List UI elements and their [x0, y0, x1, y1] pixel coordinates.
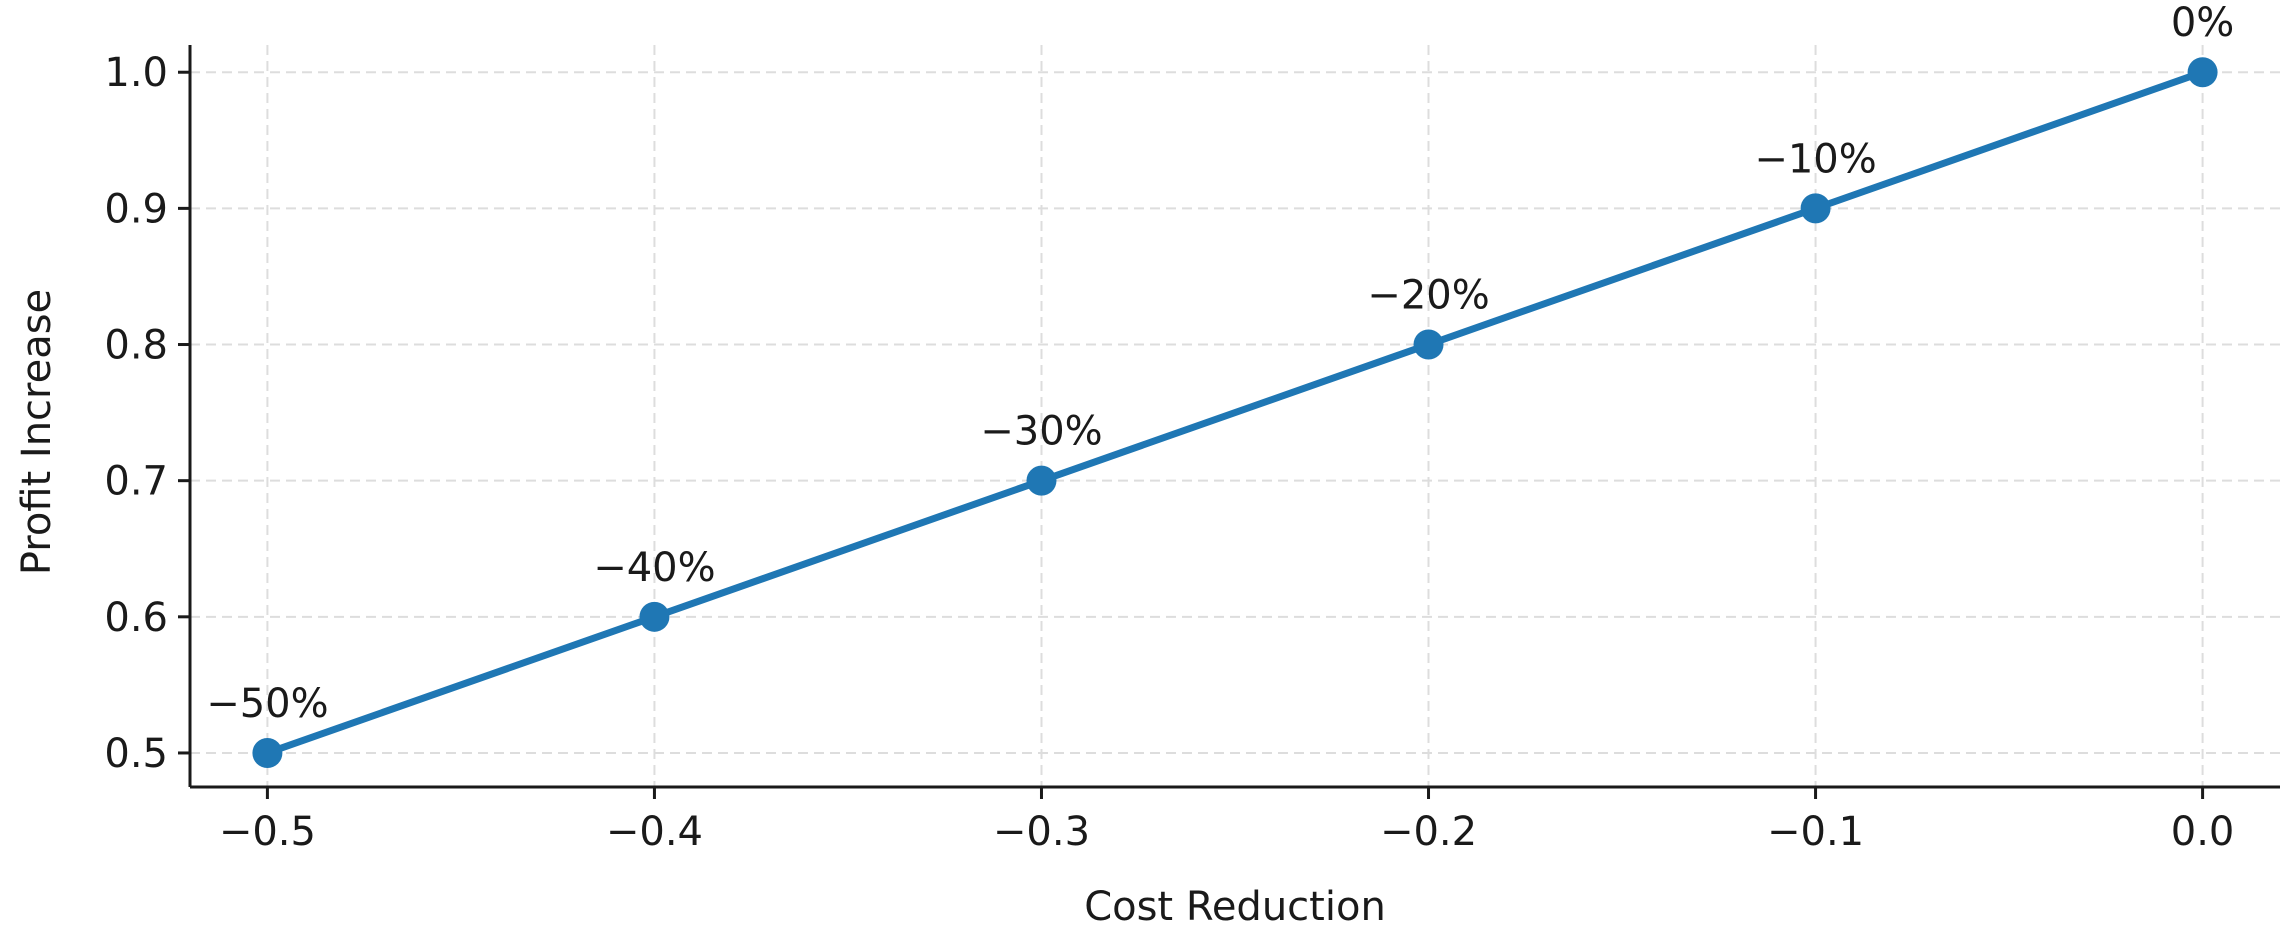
data-label: −20%: [1367, 273, 1489, 319]
grid-lines: [190, 45, 2280, 787]
data-label: −40%: [593, 545, 715, 591]
data-point: [252, 737, 283, 768]
y-tick-label: 0.5: [104, 731, 168, 777]
series-line: [263, 68, 2207, 757]
x-tick-label: −0.1: [1767, 809, 1864, 855]
tick-labels: −0.5 −0.4 −0.3 −0.2 −0.1 0.0 0.5 0.6 0.7 0.8 0.9 1.…: [104, 50, 2234, 855]
x-tick-label: −0.4: [606, 809, 703, 855]
data-point: [639, 601, 670, 632]
x-tick-label: 0.0: [2171, 809, 2235, 855]
data-labels: −50% −40% −30% −20% −10% 0%: [206, 0, 2234, 727]
data-point: [1413, 329, 1444, 360]
axes: [178, 45, 2280, 799]
x-tick-label: −0.5: [219, 809, 316, 855]
y-tick-label: 1.0: [104, 50, 168, 96]
data-label: 0%: [2171, 0, 2234, 46]
data-label: −50%: [206, 681, 328, 727]
series: [252, 57, 2218, 768]
data-label: −30%: [980, 409, 1102, 455]
y-axis-title: Profit Increase: [14, 289, 60, 575]
x-axis-title: Cost Reduction: [1084, 884, 1386, 930]
y-tick-label: 0.9: [104, 186, 168, 232]
x-tick-label: −0.3: [993, 809, 1090, 855]
y-tick-label: 0.6: [104, 595, 168, 641]
y-tick-label: 0.7: [104, 459, 168, 505]
y-tick-label: 0.8: [104, 323, 168, 369]
x-tick-label: −0.2: [1380, 809, 1477, 855]
data-point: [1026, 465, 1057, 496]
data-point: [1800, 193, 1831, 224]
data-label: −10%: [1754, 136, 1876, 182]
data-point: [2187, 57, 2218, 88]
